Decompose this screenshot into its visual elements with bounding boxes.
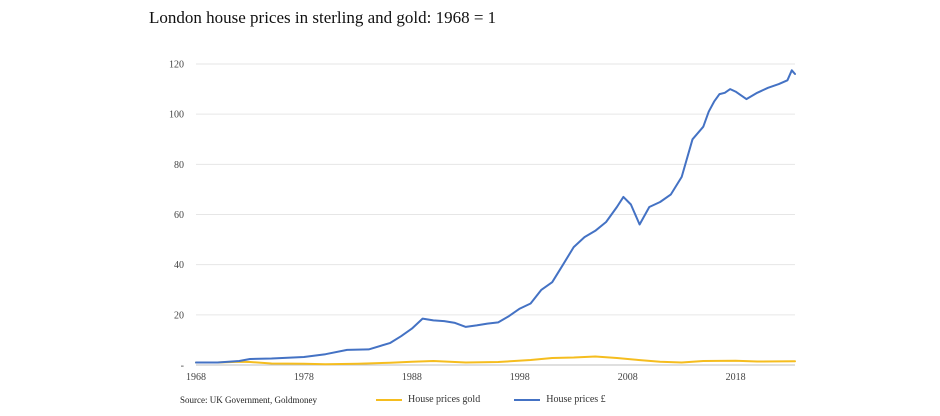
y-axis-ticks: - 20 40 60 80 100 120 bbox=[169, 60, 184, 372]
y-tick-label: 60 bbox=[174, 210, 184, 221]
x-tick-label: 1968 bbox=[186, 372, 206, 383]
x-axis-ticks: 1968 1978 1988 1998 2008 2018 bbox=[186, 372, 746, 383]
y-tick-label: 120 bbox=[169, 60, 184, 71]
chart-title: London house prices in sterling and gold… bbox=[149, 8, 497, 27]
y-tick-label: 80 bbox=[174, 160, 184, 171]
x-tick-label: 1988 bbox=[402, 372, 422, 383]
series-line-gold bbox=[195, 355, 796, 366]
x-tick-label: 2018 bbox=[726, 372, 746, 383]
y-tick-label: 40 bbox=[174, 260, 184, 271]
y-tick-label: - bbox=[181, 361, 184, 372]
x-tick-label: 1998 bbox=[510, 372, 530, 383]
legend-label-sterling: House prices £ bbox=[546, 394, 606, 405]
legend-swatch-gold bbox=[376, 398, 402, 401]
x-tick-label: 2008 bbox=[618, 372, 638, 383]
series-lines bbox=[195, 69, 796, 366]
source-note: Source: UK Government, Goldmoney bbox=[180, 395, 317, 405]
y-tick-label: 100 bbox=[169, 110, 184, 121]
y-tick-label: 20 bbox=[174, 310, 184, 321]
legend-item-sterling: House prices £ bbox=[514, 394, 606, 405]
gridlines bbox=[196, 63, 795, 366]
legend-swatch-sterling bbox=[514, 398, 541, 401]
legend-item-gold: House prices gold bbox=[376, 394, 480, 405]
legend: House prices gold House prices £ bbox=[376, 394, 606, 405]
series-line-sterling bbox=[195, 69, 796, 364]
x-tick-label: 1978 bbox=[294, 372, 314, 383]
legend-label-gold: House prices gold bbox=[408, 394, 481, 405]
